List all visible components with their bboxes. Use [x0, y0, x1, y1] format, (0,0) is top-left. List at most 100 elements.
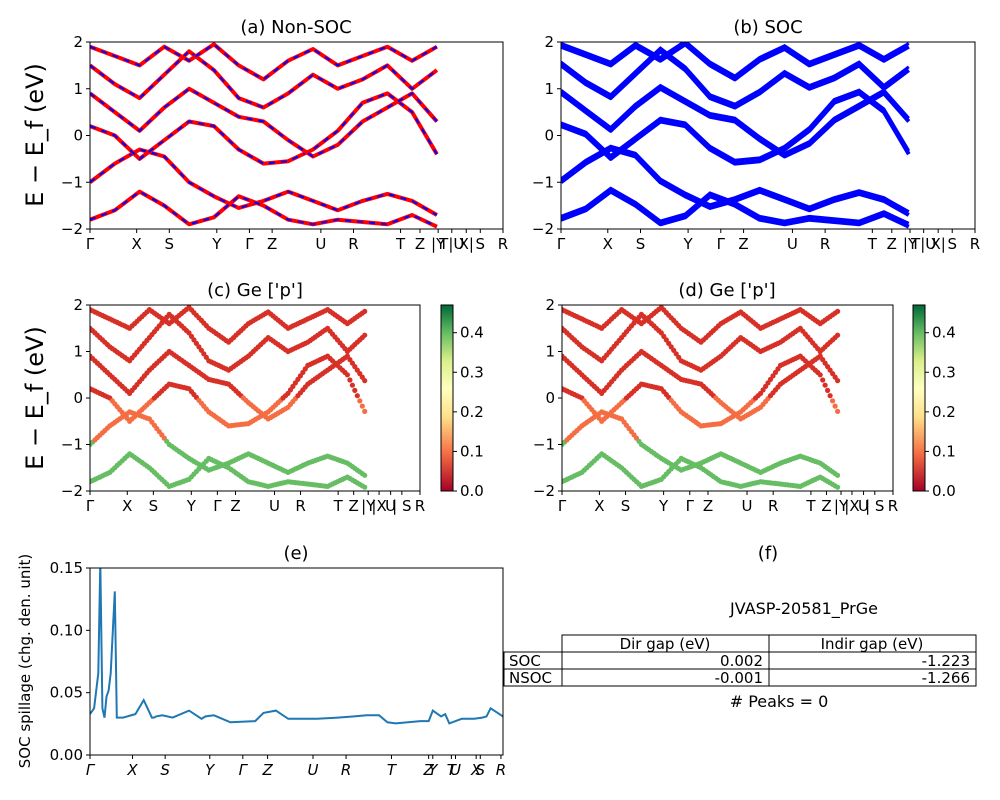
- panel-d-point: [817, 372, 823, 378]
- panel-b-ytick-label: 0: [544, 127, 554, 145]
- panel-e-xtick-label: Z: [261, 761, 273, 779]
- panel-c-point: [362, 308, 368, 314]
- panel-d-point: [822, 382, 828, 388]
- band-line-soc-split: [561, 46, 910, 106]
- panel-d-point: [835, 332, 841, 338]
- table-subtitle: JVASP-20581_PrGe: [729, 599, 878, 619]
- panel-c-xtick-label: S: [149, 497, 159, 515]
- panel-d-point: [835, 472, 841, 478]
- band-line-soc-split: [561, 83, 910, 156]
- panel-c-ytick-label: 1: [73, 343, 83, 361]
- panel-e-xtick-label: T: [387, 761, 398, 779]
- panel-e-ytick-label: 0.05: [50, 684, 83, 702]
- panel-b-xtick-label: Γ: [557, 235, 566, 253]
- band-line-nonsoc: [90, 189, 438, 229]
- panel-d-title: (d) Ge ['p']: [678, 280, 775, 301]
- panel-d-xtick-label: Z: [821, 497, 831, 515]
- panel-b-xtick-label: Y: [683, 235, 694, 253]
- panel-c-ytick-label: −1: [61, 436, 83, 454]
- table-cell-soc-indir: -1.223: [922, 652, 970, 670]
- panel-a-xtick-label: R: [498, 235, 508, 253]
- panel-e-plot: [90, 568, 503, 725]
- panel-d-point: [835, 378, 841, 384]
- panel-a-ytick-label: −2: [61, 220, 83, 238]
- panel-b-xtick-label: S: [636, 235, 646, 253]
- panel-c-point: [362, 472, 368, 478]
- panel-a-xtick-label: Γ: [86, 235, 95, 253]
- band-line-nonsoc: [90, 42, 438, 82]
- spillage-line: [90, 568, 503, 725]
- band-line-nonsoc-dash: [90, 43, 438, 81]
- panel-e-ylabel: SOC spillage (chg. den. unit): [16, 554, 34, 769]
- panel-a-xtick-label: R: [348, 235, 358, 253]
- band-line-nonsoc-dash: [90, 148, 438, 216]
- panel-d-point: [830, 398, 836, 404]
- panel-b-frame: [560, 41, 976, 230]
- panel-d-cbar-label: 0.3: [932, 363, 956, 381]
- panel-e-xtick-label: U: [450, 761, 461, 779]
- panel-e-xtick-label: S: [160, 761, 170, 779]
- panel-a-xtick-label: T: [395, 235, 406, 253]
- panel-d-ytick-label: 0: [545, 389, 555, 407]
- panel-e-xtick-label: Y: [205, 761, 216, 779]
- panel-d-point: [835, 408, 841, 414]
- panel-d-point: [835, 484, 841, 490]
- panel-e-xtick-label: U: [308, 761, 319, 779]
- panel-a-xtick-label: Z: [415, 235, 425, 253]
- panel-c-xtick-label: Y: [186, 497, 197, 515]
- panel-e-ytick-label: 0.10: [50, 621, 83, 639]
- panel-e-xtick-label: Γ: [239, 761, 249, 779]
- band-line-nonsoc: [90, 49, 439, 110]
- panel-e-xtick-label: Z: [423, 761, 435, 779]
- panel-c-title: (c) Ge ['p']: [207, 280, 303, 301]
- panel-d-point: [827, 393, 833, 399]
- panel-d-point: [835, 308, 841, 314]
- table-cell-soc-label: SOC: [509, 652, 541, 670]
- panel-c-point: [362, 378, 368, 384]
- panel-d-ytick-label: 2: [545, 296, 555, 314]
- panel-c-point: [362, 484, 368, 490]
- panel-c-xtick-label: |Y: [361, 497, 376, 515]
- panel-d-xtick-label: Y: [658, 497, 669, 515]
- panel-e-xtick-label: R: [496, 761, 506, 779]
- panel-f-title: (f): [758, 543, 778, 564]
- panel-d-ytick-label: −2: [533, 482, 555, 500]
- panel-c-plot: [90, 305, 368, 490]
- panel-e-xtick-label: Y: [428, 761, 439, 779]
- panel-e-xtick-label: Γ: [86, 761, 96, 779]
- panel-b-xtick-label: T: [867, 235, 878, 253]
- panel-d-cbar-label: 0.1: [932, 442, 956, 460]
- panel-c-ytick-label: 0: [73, 389, 83, 407]
- panel-b-plot: [561, 42, 911, 229]
- panel-a-xtick-label: Y: [211, 235, 222, 253]
- panel-b-xtick-label: U: [787, 235, 798, 253]
- table-cell-nsoc-indir: -1.266: [922, 669, 970, 687]
- panel-d-cbar-label: 0.2: [932, 403, 956, 421]
- panel-b-xtick-label: T|U: [910, 235, 936, 253]
- panel-c-xtick-label: T: [333, 497, 344, 515]
- band-line-soc-split: [561, 88, 911, 162]
- band-line-nonsoc-dash: [90, 92, 438, 165]
- panel-d-xtick-label: S: [621, 497, 631, 515]
- panel-c-point: [359, 403, 365, 409]
- table-cell-nsoc-label: NSOC: [509, 669, 552, 687]
- panel-c-point: [344, 372, 350, 378]
- panel-c-xtick-label: U: [385, 497, 396, 515]
- panel-a-xtick-label: X|: [459, 235, 474, 253]
- panel-b-title: (b) SOC: [733, 17, 802, 38]
- panel-d-point: [832, 403, 838, 409]
- panel-d-xtick-label: R: [768, 497, 778, 515]
- panel-e-xtick-label: X: [126, 761, 138, 779]
- band-line-soc: [561, 49, 911, 110]
- panel-e-ytick-label: 0.15: [50, 559, 83, 577]
- panel-c-xtick-label: Z: [349, 497, 359, 515]
- panel-d-colorbar: [912, 304, 926, 492]
- panel-d-xtick-label: | S: [865, 497, 884, 515]
- panel-c-xtick-label: Z: [230, 497, 240, 515]
- panel-c-xtick-label: R: [295, 497, 305, 515]
- panel-c-xtick-label: X: [122, 497, 132, 515]
- panel-c-xtick-label: Γ: [213, 497, 222, 515]
- band-line-soc: [561, 91, 911, 166]
- table-header-dir-gap: Dir gap (eV): [620, 635, 711, 653]
